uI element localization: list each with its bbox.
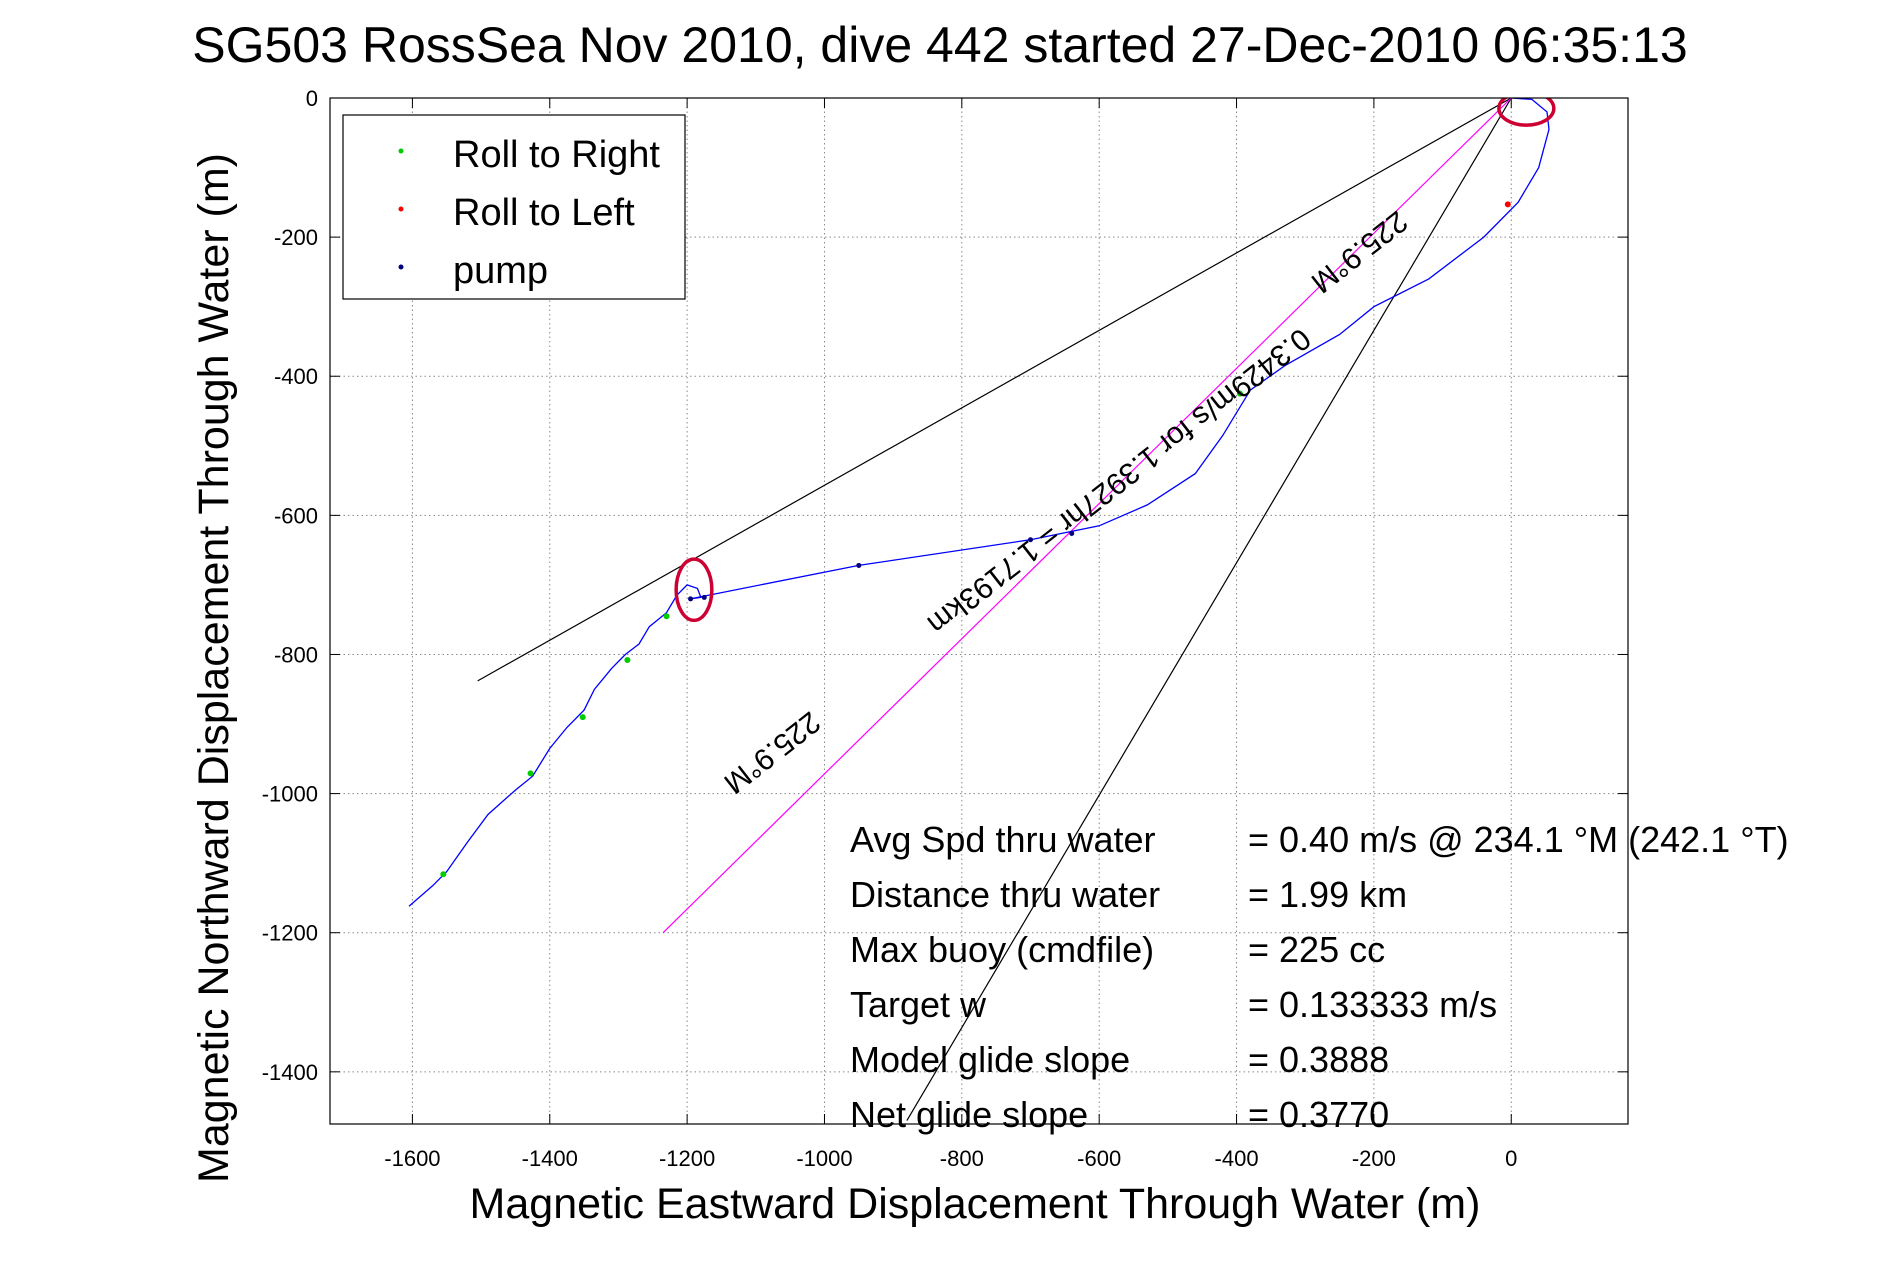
stat-label: Max buoy (cmdfile) bbox=[850, 929, 1154, 970]
x-tick-label: -1000 bbox=[796, 1146, 852, 1171]
reference-lines bbox=[477, 98, 1512, 1121]
x-tick-label: -800 bbox=[940, 1146, 984, 1171]
y-tick-label: -800 bbox=[274, 642, 318, 667]
stat-label: Net glide slope bbox=[850, 1094, 1088, 1135]
legend-label: pump bbox=[453, 250, 548, 292]
chart-title: SG503 RossSea Nov 2010, dive 442 started… bbox=[192, 17, 1687, 73]
roll-right-marker bbox=[663, 613, 670, 620]
roll-right-marker bbox=[440, 871, 447, 878]
x-tick-label: -200 bbox=[1352, 1146, 1396, 1171]
turn-loop bbox=[1497, 98, 1556, 127]
legend-marker bbox=[398, 148, 404, 154]
legend: Roll to Right Roll to Left pump bbox=[342, 114, 686, 300]
legend-marker bbox=[398, 264, 404, 270]
y-tick-label: -1200 bbox=[262, 921, 318, 946]
plot-frame bbox=[329, 97, 1629, 1125]
x-tick-label: 0 bbox=[1505, 1146, 1517, 1171]
roll-right-marker bbox=[624, 657, 631, 664]
stat-value: = 0.3770 bbox=[1248, 1094, 1389, 1135]
event-markers bbox=[440, 201, 1511, 878]
reference-line bbox=[906, 98, 1512, 1121]
roll-right-marker bbox=[1236, 390, 1243, 397]
stat-label: Distance thru water bbox=[850, 874, 1160, 915]
roll-right-marker bbox=[527, 770, 534, 777]
stats-panel: Avg Spd thru water = 0.40 m/s @ 234.1 °M … bbox=[850, 819, 1789, 1135]
pump-marker bbox=[701, 594, 707, 600]
stat-value: = 225 cc bbox=[1248, 929, 1385, 970]
track-line bbox=[408, 98, 1550, 907]
y-tick-label: -600 bbox=[274, 503, 318, 528]
x-tick-label: -1400 bbox=[522, 1146, 578, 1171]
pump-marker bbox=[1028, 537, 1034, 543]
stat-value: = 0.3888 bbox=[1248, 1039, 1389, 1080]
x-tick-label: -400 bbox=[1215, 1146, 1259, 1171]
stat-value: = 0.133333 m/s bbox=[1248, 984, 1497, 1025]
stat-label: Target w bbox=[850, 984, 987, 1025]
y-tick-label: 0 bbox=[306, 86, 318, 111]
pump-marker bbox=[856, 562, 862, 568]
stat-label: Model glide slope bbox=[850, 1039, 1130, 1080]
stat-value: = 0.40 m/s @ 234.1 °M (242.1 °T) bbox=[1248, 819, 1789, 860]
reference-line bbox=[662, 98, 1512, 934]
y-axis-label: Magnetic Northward Displacement Through … bbox=[190, 153, 238, 1183]
turn-loop bbox=[674, 557, 714, 623]
pump-marker bbox=[1069, 530, 1075, 536]
x-tick-label: -1600 bbox=[384, 1146, 440, 1171]
y-tick-label: -1000 bbox=[262, 782, 318, 807]
roll-left-marker bbox=[1504, 201, 1511, 208]
x-tick-label: -600 bbox=[1077, 1146, 1121, 1171]
stat-value: = 1.99 km bbox=[1248, 874, 1407, 915]
y-tick-labels: 0 -200 -400 -600 -800 -1000 -1200 -1400 bbox=[262, 86, 318, 1085]
reference-line bbox=[477, 98, 1512, 682]
stat-label: Avg Spd thru water bbox=[850, 819, 1156, 860]
legend-marker bbox=[398, 206, 404, 212]
roll-right-marker bbox=[579, 714, 586, 721]
dive-track bbox=[408, 98, 1556, 907]
x-tick-label: -1200 bbox=[659, 1146, 715, 1171]
legend-label: Roll to Right bbox=[453, 134, 660, 176]
y-tick-label: -200 bbox=[274, 225, 318, 250]
y-tick-label: -400 bbox=[274, 364, 318, 389]
legend-label: Roll to Left bbox=[453, 192, 635, 234]
grid-lines bbox=[330, 97, 1628, 1124]
x-tick-labels: -1600 -1400 -1200 -1000 -800 -600 -400 -200 0 bbox=[384, 1146, 1517, 1171]
pump-marker bbox=[688, 596, 694, 602]
x-axis-label: Magnetic Eastward Displacement Through W… bbox=[470, 1180, 1481, 1228]
y-tick-label: -1400 bbox=[262, 1060, 318, 1085]
